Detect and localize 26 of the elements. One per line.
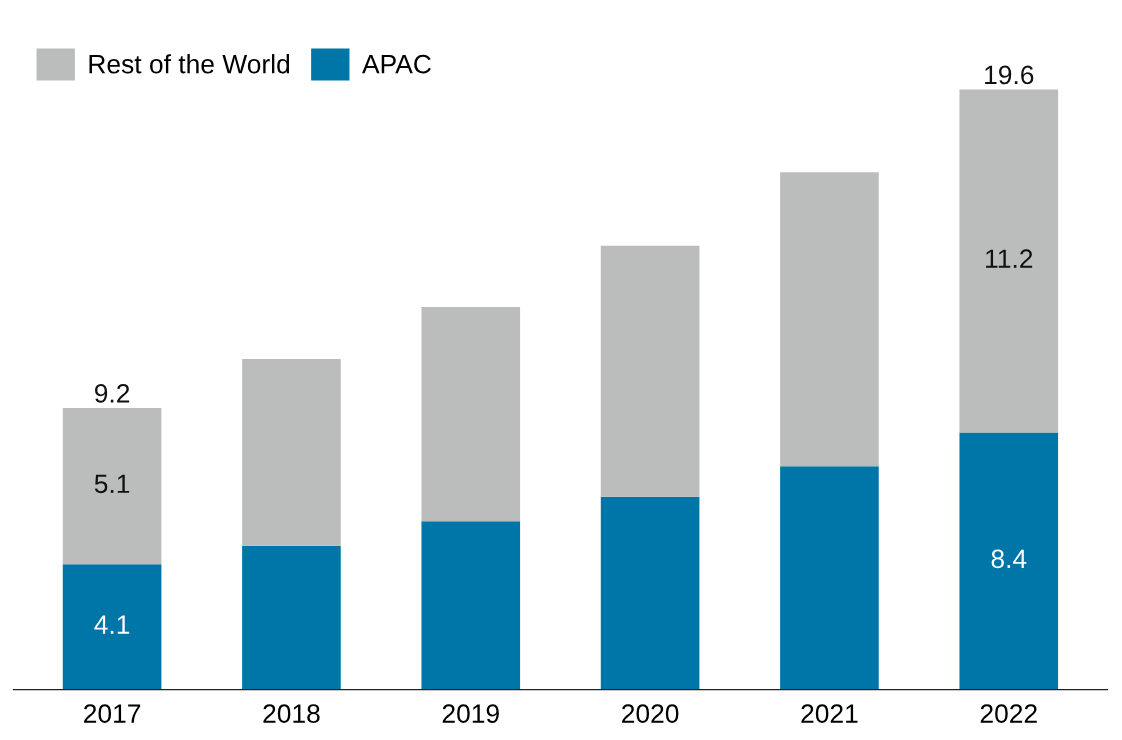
legend-label: APAC [362,54,431,74]
bar [780,172,879,467]
bar [600,496,700,690]
total-label: 9.2 [95,384,130,403]
data-label: 5.1 [94,474,130,494]
x-tick-label: 2020 [622,704,679,723]
bar [421,521,521,690]
bar [62,564,162,690]
bar [242,545,341,690]
bar [780,466,879,690]
bar [959,432,1059,690]
bar [959,89,1059,433]
x-tick-label: 2018 [263,704,320,723]
data-label: 8.4 [991,549,1027,569]
bar [62,407,162,565]
x-tick-label: 2021 [801,704,858,723]
x-tick-label: 2017 [84,704,141,723]
bar [421,306,521,522]
bar [242,358,341,546]
legend-label: Rest of the World [89,54,290,74]
x-tick-label: 2019 [442,704,499,723]
data-label: 4.1 [94,615,130,634]
x-tick-label: 2022 [980,704,1037,723]
bar [600,245,700,497]
total-label: 19.6 [985,65,1034,85]
data-label: 11.2 [986,249,1033,268]
